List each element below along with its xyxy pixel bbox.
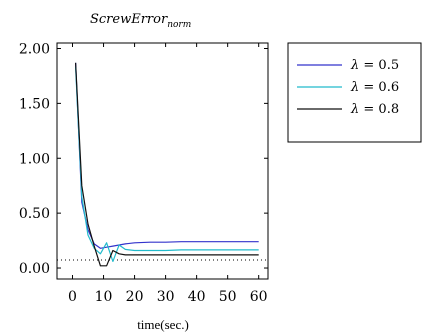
plot-area xyxy=(56,42,269,280)
series-line-3 xyxy=(75,62,259,267)
y-tick-label: 1.00 xyxy=(19,151,50,167)
x-tick-label: 60 xyxy=(250,289,268,305)
legend-equals: = xyxy=(359,58,378,73)
legend-value: 0.8 xyxy=(378,102,399,117)
series-lines xyxy=(75,62,259,267)
x-tick-label: 0 xyxy=(68,289,77,305)
y-tick-label: 1.50 xyxy=(19,96,50,112)
legend-value: 0.5 xyxy=(378,58,399,73)
y-tick-label: 2.00 xyxy=(19,41,50,57)
legend: λ = 0.5λ = 0.6λ = 0.8 xyxy=(287,42,422,143)
chart-title: ScrewErrornorm xyxy=(90,12,191,30)
legend-entry-2: λ = 0.6 xyxy=(350,80,399,95)
y-axis-ticks: 0.00 0.50 1.00 1.50 2.00 xyxy=(19,41,268,277)
x-tick-label: 30 xyxy=(157,289,175,305)
legend-symbol: λ xyxy=(350,80,359,95)
legend-box xyxy=(287,42,422,143)
x-axis-ticks: 0 10 20 30 40 50 60 xyxy=(68,43,268,305)
plot-frame xyxy=(56,42,269,280)
y-tick-label: 0.50 xyxy=(19,206,50,222)
x-axis-label: time(sec.) xyxy=(137,317,189,332)
series-line-2 xyxy=(75,67,259,262)
legend-value: 0.6 xyxy=(378,80,399,95)
legend-equals: = xyxy=(359,102,378,117)
chart-title-subscript: norm xyxy=(167,20,191,30)
x-tick-label: 40 xyxy=(188,289,206,305)
legend-entry-3: λ = 0.8 xyxy=(350,102,399,117)
legend-symbol: λ xyxy=(350,102,359,117)
y-tick-label: 0.00 xyxy=(19,261,50,277)
legend-symbol: λ xyxy=(350,58,359,73)
x-tick-label: 10 xyxy=(95,289,113,305)
series-line-1 xyxy=(75,62,259,249)
x-tick-label: 50 xyxy=(219,289,237,305)
legend-equals: = xyxy=(359,80,378,95)
legend-entry-1: λ = 0.5 xyxy=(350,58,399,73)
x-tick-label: 20 xyxy=(126,289,144,305)
chart-title-main: ScrewError xyxy=(90,12,168,27)
